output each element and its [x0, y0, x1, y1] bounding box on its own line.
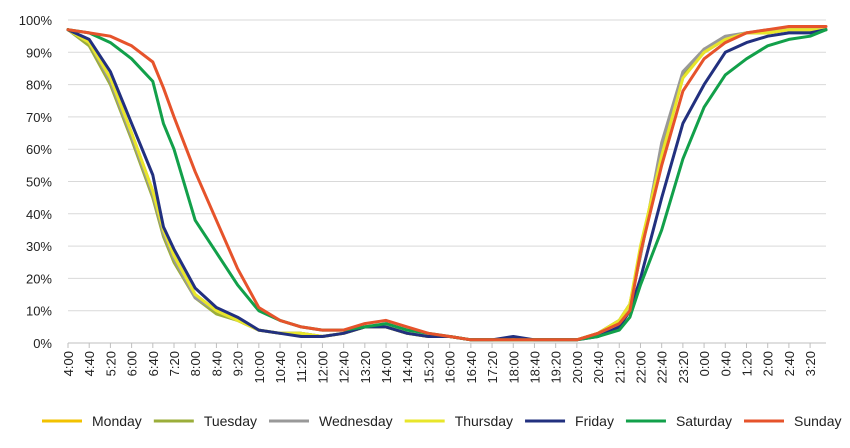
x-tick-label: 11:20: [294, 351, 309, 383]
legend: Monday Tuesday Wednesday Thursday Friday Satu…: [42, 413, 841, 429]
x-tick-label: 14:40: [400, 351, 415, 384]
x-tick-label: 10:40: [273, 351, 288, 384]
series-line-thursday: [66, 28, 828, 342]
y-tick-label: 50%: [26, 175, 52, 190]
x-tick-label: 5:20: [103, 351, 118, 376]
x-tick-label: 0:00: [697, 351, 712, 376]
x-tick-label: 8:40: [209, 351, 224, 376]
x-tick-label: 16:00: [443, 351, 458, 384]
y-tick-label: 30%: [26, 239, 52, 254]
x-tick-label: 15:20: [421, 351, 436, 384]
x-tick-label: 13:20: [358, 351, 373, 384]
x-tick-label: 2:40: [782, 351, 797, 376]
legend-label: Saturday: [676, 413, 732, 429]
x-tick-label: 10:00: [252, 351, 267, 384]
legend-item-monday: Monday: [42, 413, 142, 429]
x-tick-label: 9:20: [231, 351, 246, 376]
x-tick-label: 6:00: [125, 351, 140, 376]
x-tick-label: 2:00: [761, 351, 776, 376]
y-tick-label: 70%: [26, 110, 52, 125]
legend-item-sunday: Sunday: [744, 413, 841, 429]
series-line-wednesday: [66, 28, 828, 342]
x-tick-label: 14:00: [379, 351, 394, 384]
x-tick-label: 1:20: [739, 351, 754, 376]
legend-label: Wednesday: [319, 413, 393, 429]
legend-label: Tuesday: [204, 413, 257, 429]
x-tick-label: 16:40: [464, 351, 479, 384]
x-tick-label: 18:00: [506, 351, 521, 384]
series-line-friday: [66, 28, 828, 342]
y-tick-label: 20%: [26, 271, 52, 286]
x-tick-label: 4:40: [82, 351, 97, 376]
legend-item-tuesday: Tuesday: [153, 413, 257, 429]
x-tick-label: 12:40: [337, 351, 352, 384]
x-tick-label: 19:20: [549, 351, 564, 384]
x-tick-label: 20:40: [591, 351, 606, 384]
y-axis-ticks: 0% 10% 20% 30% 40% 50% 60% 70% 80% 90% 100%: [19, 13, 53, 351]
x-tick-label: 6:40: [146, 351, 161, 376]
x-axis-ticks: 4:00 4:40 5:20 6:00 6:40 7:20 8:00 8:40 9:20 10:0…: [61, 343, 818, 384]
x-tick-label: 7:20: [167, 351, 182, 376]
y-tick-label: 10%: [26, 304, 52, 319]
y-tick-label: 40%: [26, 207, 52, 222]
x-tick-label: 3:20: [803, 351, 818, 376]
legend-label: Monday: [92, 413, 142, 429]
x-tick-label: 17:20: [485, 351, 500, 384]
x-tick-label: 20:00: [570, 351, 585, 384]
x-tick-label: 0:40: [718, 351, 733, 376]
x-tick-label: 22:40: [655, 351, 670, 384]
legend-item-saturday: Saturday: [625, 413, 732, 429]
series-lines: [66, 25, 828, 342]
legend-item-friday: Friday: [525, 413, 614, 429]
y-tick-label: 60%: [26, 142, 52, 157]
series-line-monday: [66, 28, 828, 342]
legend-item-thursday: Thursday: [404, 413, 513, 429]
x-tick-label: 8:00: [188, 351, 203, 376]
x-tick-label: 12:00: [315, 351, 330, 384]
series-line-tuesday: [66, 28, 828, 342]
y-tick-label: 0%: [33, 336, 52, 351]
x-tick-label: 23:20: [676, 351, 691, 384]
x-tick-label: 22:00: [633, 351, 648, 384]
legend-label: Thursday: [455, 413, 513, 429]
y-tick-label: 100%: [19, 13, 53, 28]
y-tick-label: 80%: [26, 78, 52, 93]
legend-item-wednesday: Wednesday: [269, 413, 393, 429]
legend-label: Sunday: [794, 413, 841, 429]
x-tick-label: 21:20: [612, 351, 627, 384]
series-line-sunday: [66, 25, 828, 342]
series-line-saturday: [66, 28, 828, 342]
x-tick-label: 18:40: [527, 351, 542, 384]
x-tick-label: 4:00: [61, 351, 76, 376]
y-tick-label: 90%: [26, 45, 52, 60]
legend-label: Friday: [575, 413, 614, 429]
